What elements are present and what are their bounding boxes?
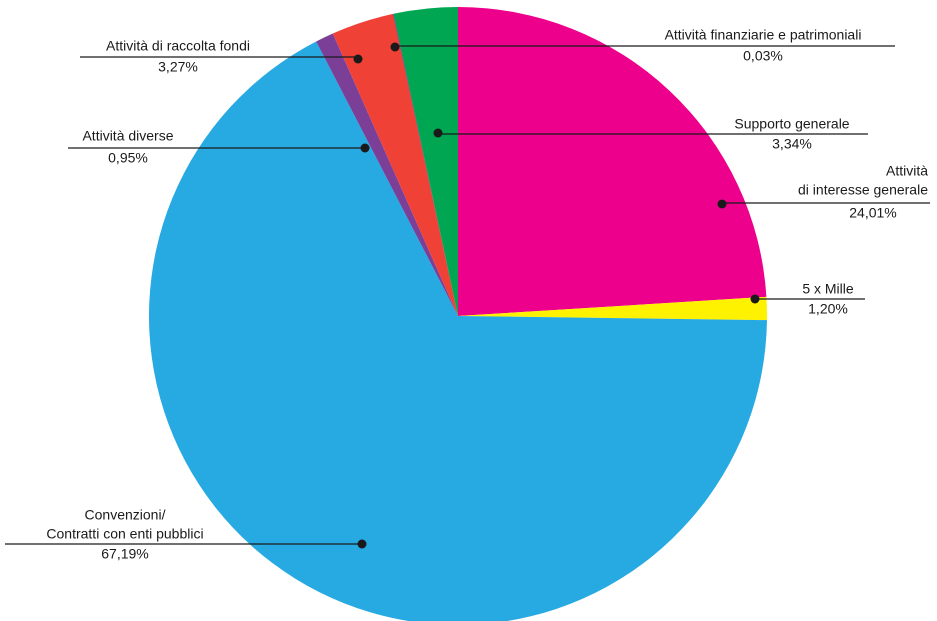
pie-slice [149, 41, 767, 621]
leader-dot [357, 539, 367, 549]
slice-label: Attività di raccolta fondi [106, 38, 250, 54]
leader-dot [360, 143, 370, 153]
value-label: 0,03% [743, 48, 783, 64]
slice-label: Contratti con enti pubblici [46, 526, 203, 542]
value-label: 0,95% [108, 150, 148, 166]
slice-label: Attività finanziarie e patrimoniali [665, 27, 862, 43]
pie-slice [458, 7, 767, 316]
pie-slice [458, 296, 767, 321]
pie-slice [393, 7, 458, 316]
slice-label: 5 x Mille [802, 281, 854, 297]
slice-label: Supporto generale [734, 116, 849, 132]
value-label: 67,19% [101, 546, 148, 562]
leader-dot [717, 199, 727, 209]
slice-label: Convenzioni/ [85, 507, 166, 523]
leader-dot [750, 294, 760, 304]
slice-label: di interesse generale [798, 182, 928, 198]
leader-dot [433, 128, 443, 138]
pie-slice [316, 33, 458, 316]
value-label: 24,01% [849, 205, 896, 221]
leader-dot [390, 42, 400, 52]
slice-label: Attività diverse [82, 128, 173, 144]
leader-dot [353, 54, 363, 64]
pie-slice [393, 13, 458, 317]
pie-slice [332, 13, 458, 316]
value-label: 3,34% [772, 136, 812, 152]
slice-label: Attività [886, 163, 928, 179]
value-label: 1,20% [808, 301, 848, 317]
value-label: 3,27% [158, 59, 198, 75]
